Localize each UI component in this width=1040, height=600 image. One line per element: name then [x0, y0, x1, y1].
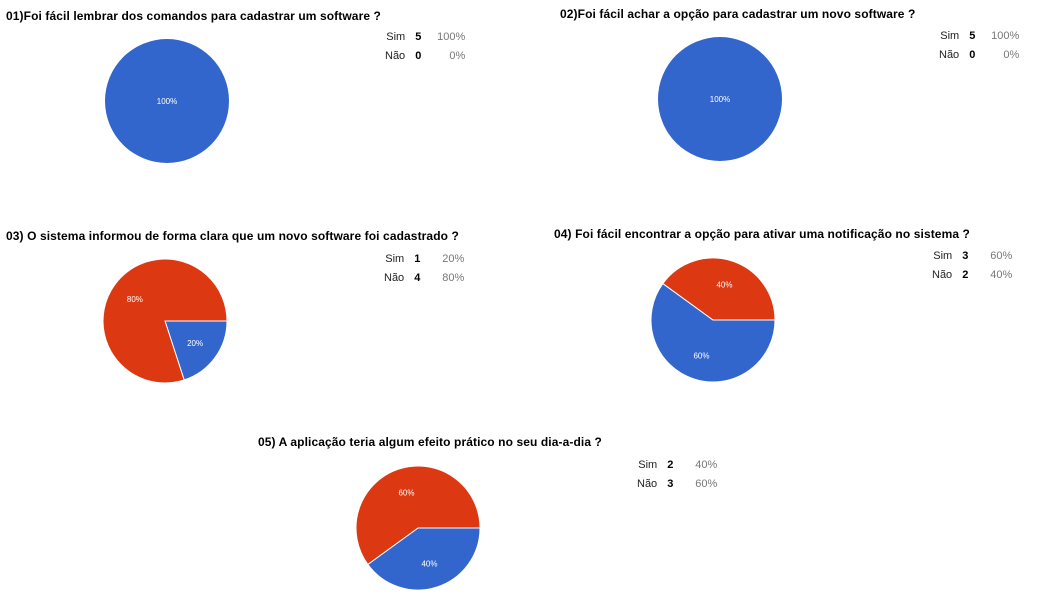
- legend-percent: 20%: [442, 253, 465, 265]
- slice-label: 100%: [710, 95, 730, 104]
- legend-row-sim: Sim 1 20%: [384, 253, 464, 272]
- legend-count: 2: [667, 459, 674, 471]
- chart-title: 03) O sistema informou de forma clara qu…: [6, 229, 459, 243]
- legend-percent: 100%: [437, 31, 466, 43]
- legend-percent: 40%: [990, 269, 1013, 281]
- legend-label: Não: [939, 49, 960, 61]
- legend-label: Sim: [385, 253, 405, 265]
- slice-label: 80%: [127, 295, 143, 304]
- legend-count: 1: [414, 253, 421, 265]
- legend: Sim 5 100% Não 0 0%: [939, 30, 1019, 68]
- legend-count: 4: [414, 272, 421, 284]
- slice-label: 60%: [693, 351, 709, 360]
- legend: Sim 5 100% Não 0 0%: [385, 31, 465, 69]
- legend-label: Sim: [933, 250, 953, 262]
- legend-row-sim: Sim 2 40%: [637, 459, 717, 478]
- legend: Sim 2 40% Não 3 60%: [637, 459, 717, 497]
- slice-label: 40%: [421, 559, 437, 568]
- legend-count: 5: [969, 30, 976, 42]
- legend-row-nao: Não 2 40%: [932, 269, 1012, 288]
- legend-count: 0: [415, 50, 422, 62]
- pie-slice-sim: [658, 37, 782, 161]
- legend-row-sim: Sim 5 100%: [385, 31, 465, 50]
- legend-percent: 0%: [1003, 49, 1020, 61]
- chart-title: 05) A aplicação teria algum efeito práti…: [258, 435, 602, 449]
- legend-row-nao: Não 0 0%: [385, 50, 465, 69]
- slice-label: 60%: [398, 489, 414, 498]
- chart-title: 01)Foi fácil lembrar dos comandos para c…: [6, 9, 381, 23]
- legend-percent: 80%: [442, 272, 465, 284]
- legend-row-nao: Não 0 0%: [939, 49, 1019, 68]
- legend-percent: 60%: [695, 478, 718, 490]
- pie-slice-no: [102, 258, 228, 384]
- legend-percent: 100%: [991, 30, 1020, 42]
- legend-row-sim: Sim 3 60%: [932, 250, 1012, 269]
- legend-label: Não: [384, 272, 405, 284]
- legend-count: 3: [962, 250, 969, 262]
- legend-percent: 0%: [449, 50, 466, 62]
- chart-title: 04) Foi fácil encontrar a opção para ati…: [554, 227, 970, 241]
- legend-label: Sim: [940, 30, 960, 42]
- legend-count: 3: [667, 478, 674, 490]
- legend: Sim 1 20% Não 4 80%: [384, 253, 464, 291]
- pie-slice-sim: [105, 39, 229, 163]
- legend: Sim 3 60% Não 2 40%: [932, 250, 1012, 288]
- chart-title: 02)Foi fácil achar a opção para cadastra…: [560, 7, 916, 21]
- legend-count: 2: [962, 269, 969, 281]
- slice-label: 40%: [716, 281, 732, 290]
- legend-percent: 60%: [990, 250, 1013, 262]
- legend-label: Não: [637, 478, 658, 490]
- legend-row-sim: Sim 5 100%: [939, 30, 1019, 49]
- legend-count: 0: [969, 49, 976, 61]
- legend-label: Não: [385, 50, 406, 62]
- pie-slice-no: [662, 257, 776, 321]
- legend-count: 5: [415, 31, 422, 43]
- pie-slice-sim: [164, 320, 228, 381]
- pie-slice-no: [355, 465, 481, 566]
- legend-row-nao: Não 3 60%: [637, 478, 717, 497]
- legend-percent: 40%: [695, 459, 718, 471]
- slice-label: 20%: [187, 339, 203, 348]
- legend-label: Sim: [638, 459, 658, 471]
- legend-row-nao: Não 4 80%: [384, 272, 464, 291]
- legend-label: Não: [932, 269, 953, 281]
- pie-slice-sim: [367, 527, 481, 591]
- slice-label: 100%: [157, 97, 177, 106]
- legend-label: Sim: [386, 31, 406, 43]
- pie-slice-sim: [650, 282, 776, 383]
